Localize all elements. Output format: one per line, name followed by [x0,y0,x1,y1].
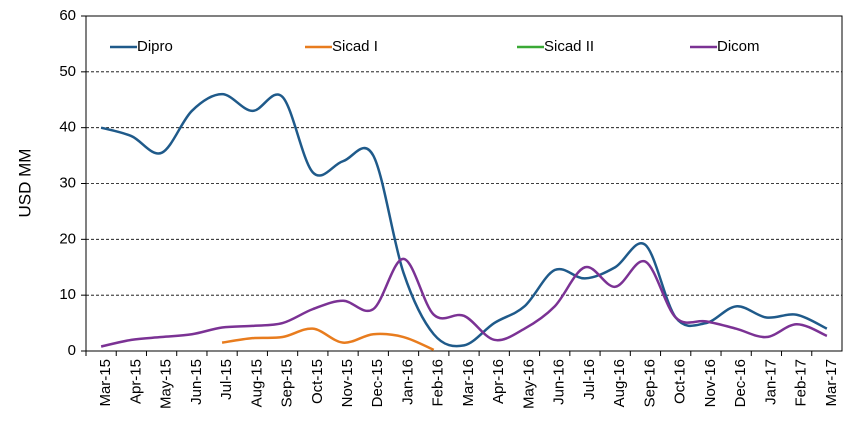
legend-label: Sicad II [544,38,594,55]
x-tick-label: Jun-16 [551,359,568,405]
x-tick-label: Jan-17 [762,359,779,405]
x-tick-label: Jul-16 [581,359,598,400]
x-tick-label: Jan-16 [399,359,416,405]
y-tick-label: 60 [59,7,76,24]
plot-frame [85,15,843,352]
x-tick-label: Jun-15 [188,359,205,405]
x-tick-label: Sep-16 [641,359,658,407]
x-tick-label: Aug-16 [611,359,628,407]
x-tick-label: Apr-15 [127,359,144,404]
x-tick-label: Mar-16 [460,359,477,407]
x-tick-label: Feb-17 [793,359,810,407]
x-tick-label: Dec-15 [369,359,386,407]
x-tick-label: Oct-15 [309,359,326,404]
y-tick-label: 30 [59,174,76,191]
x-tick-label: Jul-15 [218,359,235,400]
x-tick-label: Apr-16 [490,359,507,404]
x-tick-label: Nov-16 [702,359,719,407]
x-tick-label: Sep-15 [279,359,296,407]
x-tick-label: Mar-17 [823,359,840,407]
y-tick-label: 10 [59,286,76,303]
y-axis-label: USD MM [15,149,34,218]
y-tick-label: 0 [68,342,76,359]
series-line [100,92,828,348]
x-tick-label: Dec-16 [732,359,749,407]
series-line [100,257,828,348]
x-tick-label: May-16 [520,359,537,409]
y-tick-label: 20 [59,230,76,247]
series-line [221,327,435,352]
legend-label: Dicom [717,38,760,55]
x-tick-label: Mar-15 [97,359,114,407]
x-tick-label: May-15 [158,359,175,409]
x-tick-label: Aug-15 [248,359,265,407]
x-tick-label: Nov-15 [339,359,356,407]
y-tick-label: 40 [59,119,76,136]
x-tick-label: Feb-16 [430,359,447,407]
x-tick-label: Oct-16 [672,359,689,404]
legend-label: Sicad I [332,38,378,55]
y-tick-label: 50 [59,63,76,80]
legend-label: Dipro [137,38,173,55]
